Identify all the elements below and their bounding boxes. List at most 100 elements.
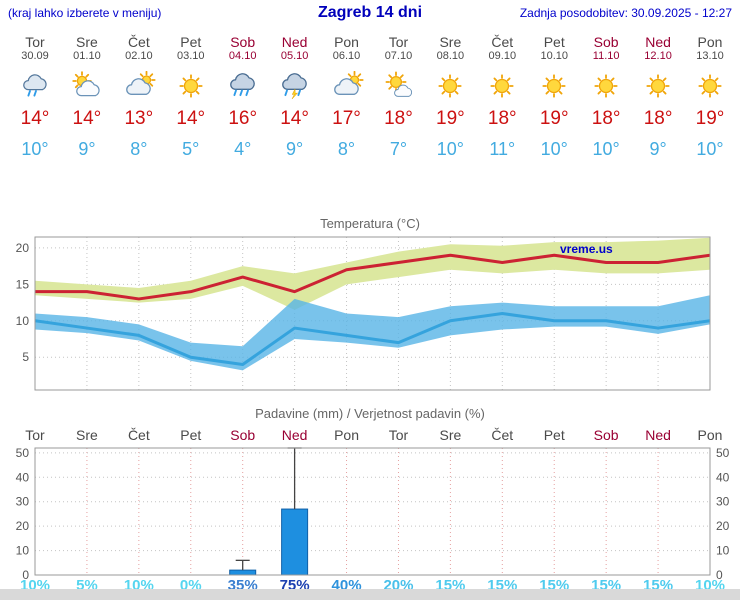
day-name-label: Sre xyxy=(76,34,98,50)
partly-sunny-icon xyxy=(385,71,413,97)
min-temp-range-band xyxy=(35,295,710,371)
day-column: Čet 02.10 13° 8° xyxy=(111,35,167,159)
high-temp-value: 14° xyxy=(280,108,309,129)
precip-day-label: Sob xyxy=(230,427,256,443)
weather-icon-wrap xyxy=(474,71,530,103)
sunny-icon xyxy=(438,74,462,98)
day-date-label: 10.10 xyxy=(540,50,568,62)
high-temp-value: 16° xyxy=(228,108,258,129)
day-date-label: 11.10 xyxy=(592,50,620,62)
day-column: Sob 11.10 18° 10° xyxy=(578,35,634,159)
precip-day-label: Čet xyxy=(127,427,150,443)
high-temp-value: 19° xyxy=(539,108,569,129)
precip-plot-bg xyxy=(35,448,710,575)
day-name-label: Sob xyxy=(593,34,619,50)
weather-icon-wrap xyxy=(319,71,375,103)
precip-day-label: Čet xyxy=(491,427,514,443)
weather-icon-wrap xyxy=(59,71,115,103)
drizzle-icon xyxy=(23,74,47,97)
high-temp-value: 18° xyxy=(487,108,517,129)
weather-icon-wrap xyxy=(526,71,582,103)
temp-plot-border xyxy=(34,236,711,391)
high-temp-value: 18° xyxy=(384,108,413,129)
sunny-icon xyxy=(594,74,618,98)
precip-y-axis-label-left: 40 xyxy=(16,470,30,484)
temp-y-axis-label: 5 xyxy=(22,350,29,364)
low-temp-value: 10° xyxy=(540,139,568,159)
temperature-chart-title: Temperatura (°C) xyxy=(320,216,420,231)
high-temp-value: 17° xyxy=(332,108,361,129)
day-date-label: 07.10 xyxy=(384,50,413,62)
day-column: Sre 01.10 14° 9° xyxy=(59,35,115,159)
day-column: Sob 04.10 16° 4° xyxy=(215,35,271,159)
bottom-scrollbar-track xyxy=(0,589,740,600)
day-date-label: 30.09 xyxy=(21,50,49,62)
day-date-label: 03.10 xyxy=(177,50,205,62)
weather-icon-wrap xyxy=(578,71,634,103)
rain-icon xyxy=(229,73,255,97)
precip-plot-border xyxy=(34,447,711,576)
precip-y-axis-label-left: 0 xyxy=(22,568,29,582)
day-name-label: Čet xyxy=(127,34,150,50)
precip-y-axis-label-right: 50 xyxy=(716,446,730,460)
storm-icon xyxy=(281,73,307,100)
day-column: Tor 07.10 18° 7° xyxy=(370,35,426,159)
temp-y-axis-label: 10 xyxy=(16,314,30,328)
day-name-label: Sob xyxy=(230,34,256,50)
precipitation-chart: 0 0 10 10 20 20 30 30 40 40 50 50 xyxy=(16,446,730,582)
high-temp-value: 13° xyxy=(124,108,154,129)
low-temp-value: 7° xyxy=(389,139,408,159)
sunny-icon xyxy=(179,74,203,98)
precip-day-label: Pon xyxy=(697,427,723,443)
precip-y-axis-label-right: 0 xyxy=(716,568,723,582)
precip-day-label: Pet xyxy=(543,427,565,443)
high-temp-value: 14° xyxy=(72,108,102,129)
day-date-label: 06.10 xyxy=(332,50,361,62)
weather-icon-wrap xyxy=(370,71,426,103)
day-name-label: Tor xyxy=(25,34,45,50)
precip-day-label: Tor xyxy=(388,427,409,443)
day-name-label: Pet xyxy=(180,34,202,50)
precip-y-axis-label-left: 20 xyxy=(16,519,30,533)
weather-icon-wrap xyxy=(7,71,63,103)
sunny-icon xyxy=(542,74,566,98)
precip-day-label: Pet xyxy=(180,427,202,443)
low-temp-value: 8° xyxy=(337,139,356,159)
precip-day-label: Sre xyxy=(76,427,98,443)
weather-icon-wrap xyxy=(111,71,167,103)
precip-day-label: Tor xyxy=(25,427,45,443)
day-column: Ned 12.10 18° 9° xyxy=(630,35,686,159)
day-name-label: Pon xyxy=(697,34,723,50)
page-title: Zagreb 14 dni xyxy=(317,4,423,21)
low-temp-value: 11° xyxy=(489,139,516,159)
day-date-label: 05.10 xyxy=(280,50,309,62)
precip-day-label: Pon xyxy=(334,427,359,443)
low-temp-value: 9° xyxy=(286,139,304,159)
mostly-icon xyxy=(333,71,364,95)
precip-bar xyxy=(229,569,257,576)
day-name-label: Čet xyxy=(491,34,514,50)
partly-icon xyxy=(72,71,100,97)
weather-icon-wrap xyxy=(215,71,271,103)
temperature-chart: 5 10 15 20 xyxy=(16,236,711,391)
temp-plot-series xyxy=(35,237,710,371)
last-update-label: Zadnja posodobitev: 30.09.2025 - 12:27 xyxy=(519,6,732,20)
weather-icon-wrap xyxy=(682,71,738,103)
day-name-label: Ned xyxy=(281,34,308,50)
low-temp-value: 10° xyxy=(696,139,724,159)
low-temp-value: 10° xyxy=(592,139,620,159)
high-temp-value: 18° xyxy=(643,108,673,129)
day-date-label: 09.10 xyxy=(488,50,517,62)
temp-y-axis-label: 20 xyxy=(16,241,30,255)
sunny-icon xyxy=(646,74,670,98)
day-column: Sre 08.10 19° 10° xyxy=(422,35,478,159)
day-date-label: 01.10 xyxy=(73,50,101,62)
day-column: Pet 03.10 14° 5° xyxy=(163,35,219,159)
precip-y-axis-label-right: 30 xyxy=(716,495,730,509)
precip-y-axis-label-left: 30 xyxy=(16,495,30,509)
day-column: Tor 30.09 14° 10° xyxy=(7,35,63,159)
weather-icon-wrap xyxy=(163,71,219,103)
watermark-link[interactable]: vreme.us xyxy=(560,242,613,256)
sunny-icon xyxy=(698,74,722,98)
sunny-icon xyxy=(490,74,514,98)
